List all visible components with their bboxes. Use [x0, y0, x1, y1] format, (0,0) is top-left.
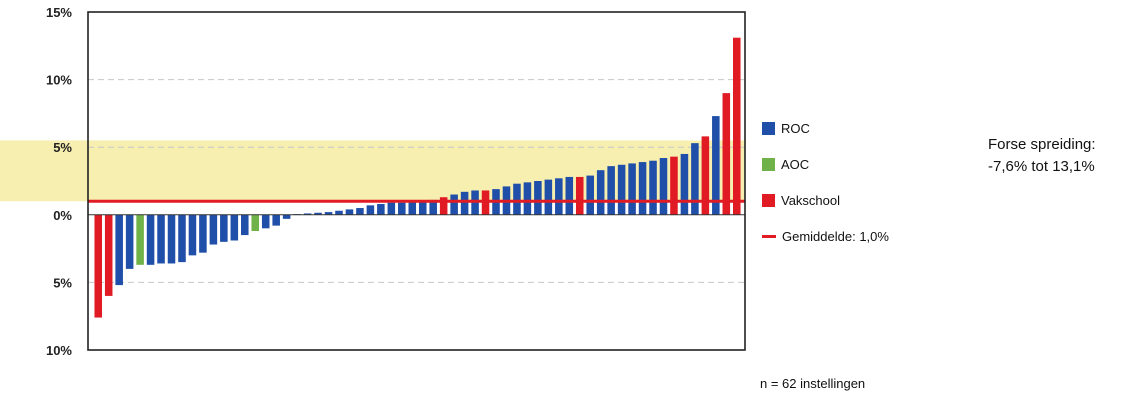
bar [303, 213, 312, 215]
legend-item-average: Gemiddelde: 1,0% [762, 226, 962, 246]
bar [439, 197, 448, 215]
bar [324, 212, 333, 215]
legend-swatch-average [762, 234, 776, 238]
legend-swatch-aoc [762, 157, 775, 171]
y-tick-label: 10% [46, 343, 72, 358]
bar [356, 208, 364, 215]
bar [565, 176, 574, 215]
annotation-line-2: -7,6% tot 13,1% [988, 158, 1095, 175]
bar [722, 93, 731, 215]
bar [408, 201, 417, 215]
bar [167, 214, 176, 264]
bar [335, 210, 343, 215]
plot-frame [87, 11, 746, 351]
legend-label-vakschool: Vakschool [781, 192, 841, 208]
legend-label-average: Gemiddelde: 1,0% [782, 228, 889, 244]
legend-label-aoc: AOC [781, 156, 810, 172]
bar [555, 178, 563, 215]
bar [146, 214, 155, 265]
bar [209, 214, 218, 245]
y-tick-label: 10% [46, 73, 72, 88]
y-tick-label: 0% [53, 208, 72, 223]
bar [701, 136, 710, 215]
bar [670, 156, 678, 215]
annotation-line-1: Forse spreiding: [988, 136, 1096, 153]
bar [282, 214, 291, 219]
bar [115, 214, 123, 286]
bar [733, 37, 741, 215]
highlight-band-plot [88, 140, 745, 202]
bar [94, 214, 103, 318]
bar [544, 179, 553, 215]
bar [188, 214, 197, 256]
bar [523, 182, 532, 215]
bar [628, 163, 636, 215]
bar [104, 214, 113, 296]
bar [575, 176, 584, 215]
bar [586, 175, 594, 215]
bar [241, 214, 249, 236]
bar [680, 153, 689, 215]
bar [617, 164, 626, 215]
legend-swatch-roc [762, 121, 775, 135]
bar [230, 214, 239, 241]
bar [387, 202, 396, 215]
bar [649, 160, 657, 215]
bar [251, 214, 260, 232]
sample-size-note: n = 62 instellingen [760, 376, 866, 391]
bar [220, 214, 228, 242]
bar [596, 170, 605, 215]
bar [377, 203, 385, 215]
y-tick-label: 5% [53, 275, 72, 290]
bar [136, 214, 144, 265]
legend-item-vakschool: Vakschool [762, 190, 962, 210]
spread-annotation: Forse spreiding: -7,6% tot 13,1% [988, 134, 1138, 178]
y-tick-label: 15% [46, 5, 72, 20]
bar [199, 214, 207, 253]
legend: ROC AOC Vakschool Gemiddelde: 1,0% [762, 118, 962, 262]
bar [534, 181, 542, 215]
bar [607, 166, 615, 215]
legend-item-aoc: AOC [762, 154, 962, 174]
bar [366, 205, 375, 215]
bar [450, 194, 458, 215]
bar [345, 209, 354, 215]
bar [712, 116, 720, 215]
legend-label-roc: ROC [781, 120, 810, 136]
bar [691, 143, 699, 215]
y-tick-label: 5% [53, 140, 72, 155]
legend-item-roc: ROC [762, 118, 962, 138]
legend-swatch-vakschool [762, 193, 775, 207]
bar [429, 199, 437, 215]
bar [178, 214, 186, 263]
highlight-band [0, 140, 88, 202]
y-axis-ticks: 15% 10% 5% 0% 5% 10% [46, 5, 72, 358]
bar [418, 201, 427, 215]
bar [157, 214, 165, 264]
gridlines [88, 11, 745, 351]
bar [398, 202, 406, 215]
bar [261, 214, 270, 229]
bar [125, 214, 134, 269]
bar [460, 191, 469, 215]
bar [314, 212, 322, 215]
bar [659, 158, 668, 215]
bar [638, 162, 647, 215]
bar [513, 183, 521, 215]
bar [272, 214, 280, 226]
